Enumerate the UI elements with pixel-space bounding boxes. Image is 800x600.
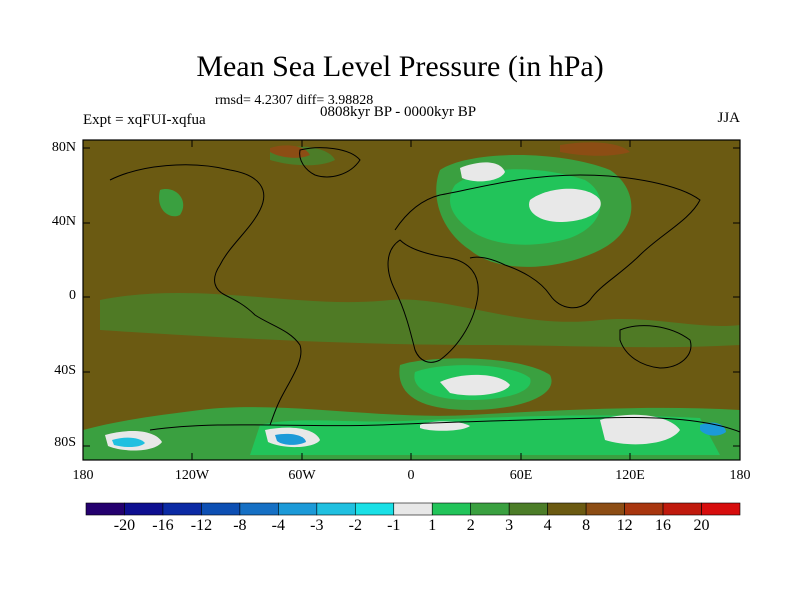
period-label: 0808kyr BP - 0000kyr BP [320, 104, 477, 120]
lon-label-180e: 180 [729, 468, 751, 483]
colorbar-tick-label: 1 [428, 517, 437, 534]
colorbar-tick-label: 4 [543, 517, 552, 534]
colorbar-swatch [278, 502, 318, 516]
lat-label-40n: 40N [51, 214, 76, 229]
colorbar-tick-label: -8 [233, 517, 247, 534]
lon-label-0: 0 [407, 468, 415, 483]
colorbar-tick-label: 8 [582, 517, 591, 534]
colorbar-swatch [431, 502, 472, 516]
coastlines [109, 147, 741, 433]
colorbar-swatch [547, 502, 587, 516]
colorbar-swatch [662, 502, 702, 516]
lon-label-60w: 60W [288, 468, 316, 483]
colorbar-tick-label: 3 [505, 517, 514, 534]
colorbar-tick-label: -12 [190, 517, 213, 534]
colorbar-swatch [85, 502, 125, 516]
lon-label-120e: 120E [615, 468, 645, 483]
colorbar-swatch [316, 502, 356, 516]
colorbar-tick-label: -4 [271, 517, 285, 534]
axis-ticks [83, 140, 740, 460]
colorbar-tick-label: -20 [113, 517, 136, 534]
colorbar-swatch [124, 502, 164, 516]
colorbar-tick-label: -2 [348, 517, 362, 534]
colorbar-swatch [239, 502, 279, 516]
colorbar-tick-label: -1 [387, 517, 401, 534]
colorbar-swatch [393, 502, 433, 516]
rmsd-diff-stats: rmsd= 4.2307 diff= 3.98828 [215, 93, 374, 108]
lon-label-180w: 180 [72, 468, 94, 483]
map-panel [82, 139, 741, 461]
pressure-anomaly-regions [83, 142, 740, 460]
colorbar-swatch [201, 502, 241, 516]
season-label: JJA [717, 110, 740, 126]
colorbar-swatch [585, 502, 625, 516]
colorbar-swatch [508, 502, 548, 516]
colorbar-tick-label: 20 [693, 517, 710, 534]
colorbar-tick-label: 2 [466, 517, 475, 534]
colorbar-swatch [701, 502, 741, 516]
colorbar-swatch [162, 502, 202, 516]
lon-label-120w: 120W [174, 468, 210, 483]
lon-label-60e: 60E [509, 468, 533, 483]
colorbar-tick-label: 16 [655, 517, 672, 534]
lat-label-80s: 80S [54, 435, 76, 450]
map-title: Mean Sea Level Pressure (in hPa) [196, 50, 604, 83]
colorbar-tick-label: -16 [152, 517, 174, 534]
colorbar-tick-label: 12 [616, 517, 633, 534]
colorbar-swatch [470, 502, 510, 516]
lat-label-0: 0 [69, 288, 76, 303]
experiment-label: Expt = xqFUI-xqfua [83, 112, 206, 128]
colorbar-swatch [354, 502, 395, 516]
colorbar-tick-label: -3 [310, 517, 324, 534]
colorbar [85, 502, 741, 516]
lat-label-40s: 40S [54, 363, 76, 378]
colorbar-swatch [624, 502, 664, 516]
lat-label-80n: 80N [51, 140, 76, 155]
